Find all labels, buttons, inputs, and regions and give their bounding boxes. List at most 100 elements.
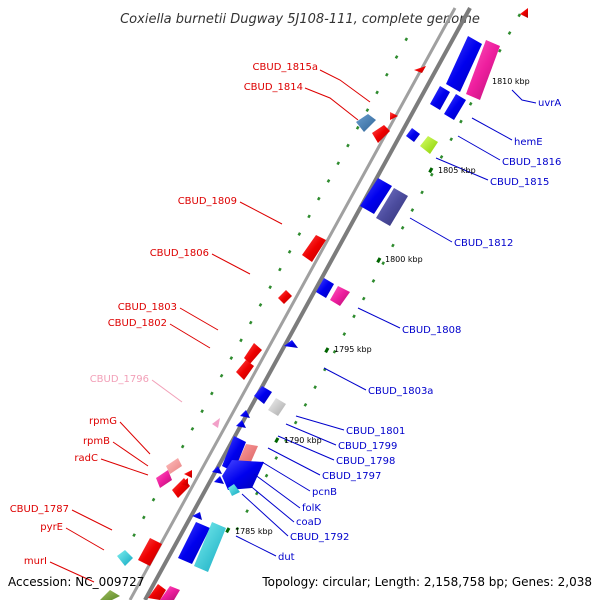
tick-dot	[229, 356, 234, 360]
gene-cbud-1798[interactable]	[240, 410, 250, 418]
gene-uvra-tip[interactable]	[520, 8, 528, 18]
gene-label[interactable]: CBUD_1815a	[253, 62, 318, 73]
gene-cbud-1802[interactable]	[236, 360, 254, 380]
gene-rad-tip-1[interactable]	[184, 470, 192, 478]
gene-label[interactable]: CBUD_1816	[502, 157, 561, 168]
tick-dot	[468, 101, 473, 106]
gene-label[interactable]: CBUD_1815	[490, 177, 549, 188]
gene-pyre[interactable]	[117, 550, 133, 566]
gene-label[interactable]: CBUD_1801	[346, 426, 405, 437]
gene-label[interactable]: coaD	[296, 517, 322, 528]
gene-pcnb[interactable]	[222, 436, 246, 472]
gene-label[interactable]: CBUD_1809	[178, 196, 237, 207]
tick-dot	[141, 515, 146, 520]
gene-label[interactable]: CBUD_1802	[108, 318, 167, 329]
tick-dot	[355, 125, 360, 130]
gene-cbud-1792-b[interactable]	[214, 476, 224, 484]
gene-cbud-1792[interactable]	[212, 466, 222, 474]
gene-rpmb[interactable]	[156, 470, 172, 488]
gene-cbud-1799[interactable]	[268, 398, 286, 416]
tick-dot	[375, 90, 379, 95]
gene-label[interactable]: uvrA	[538, 98, 561, 109]
tick-label: 1785 kbp	[235, 527, 273, 536]
gene-cbud-1803[interactable]	[244, 343, 262, 364]
gene-label[interactable]: CBUD_1792	[290, 532, 349, 543]
gene-hemE[interactable]	[430, 86, 450, 110]
gene-dut-2[interactable]	[194, 522, 226, 572]
gene-label[interactable]: CBUD_1803	[118, 302, 177, 313]
gene-label[interactable]: CBUD_1799	[338, 441, 397, 452]
gene-label[interactable]: CBUD_1806	[150, 248, 209, 259]
tick-dot	[342, 332, 347, 336]
gene-label[interactable]: CBUD_1787	[10, 504, 69, 515]
gene-dut-tip[interactable]	[192, 512, 202, 520]
gene-cbud-1801[interactable]	[254, 386, 272, 404]
left-labels: CBUD_1815a CBUD_1814 CBUD_1809 CBUD_1806…	[10, 62, 318, 567]
gene-label[interactable]: CBUD_1797	[322, 471, 381, 482]
gene-dut[interactable]	[178, 522, 210, 564]
gene-label[interactable]: folK	[302, 503, 321, 514]
gene-label[interactable]: rpmG	[89, 416, 117, 427]
tick-label: 1795 kbp	[334, 345, 372, 354]
tick-dot	[287, 249, 292, 254]
gene-cbud-1787[interactable]	[138, 538, 162, 566]
gene-label[interactable]: murI	[24, 556, 47, 567]
gene-cbud-1806[interactable]	[278, 290, 292, 304]
gene-cbud-1797[interactable]	[236, 420, 246, 428]
gene-muri[interactable]	[100, 590, 120, 600]
gene-uvra-2[interactable]	[466, 40, 500, 100]
tick-dot	[449, 137, 454, 142]
gene-cbud-1814b[interactable]	[372, 125, 390, 143]
tick-dot	[394, 55, 399, 59]
gene-cbud-1815a[interactable]	[414, 66, 426, 73]
tick-dot	[303, 402, 308, 407]
gene-muri-b[interactable]	[148, 584, 166, 600]
gene-label[interactable]: CBUD_1803a	[368, 386, 433, 397]
gene-label[interactable]: rpmB	[83, 436, 110, 447]
gene-rpmg[interactable]	[166, 458, 182, 474]
gene-label[interactable]: pcnB	[312, 487, 337, 498]
gene-label[interactable]: CBUD_1796	[90, 374, 149, 385]
gene-coad-tip[interactable]	[228, 484, 240, 496]
tick-dot	[410, 208, 415, 213]
gene-label[interactable]: hemE	[514, 137, 543, 148]
gene-coad[interactable]	[222, 460, 264, 490]
major-tick	[225, 527, 231, 534]
gene-cbud-1803a[interactable]	[284, 340, 298, 348]
gene-folk[interactable]	[238, 444, 258, 464]
gene-label[interactable]: CBUD_1814	[244, 82, 303, 93]
gene-hemE-2[interactable]	[444, 94, 466, 120]
gene-cbud-1816[interactable]	[406, 128, 420, 142]
tick-dot	[346, 143, 350, 148]
right-labels: uvrA hemE CBUD_1816 CBUD_1815 CBUD_1812 …	[278, 98, 561, 563]
tick-dot	[258, 303, 263, 307]
gene-label[interactable]: CBUD_1808	[402, 325, 461, 336]
gene-cbud-1814[interactable]	[356, 114, 376, 132]
tick-dot	[498, 48, 502, 53]
major-tick	[324, 347, 330, 354]
gene-cbud-1812-2[interactable]	[376, 188, 408, 226]
gene-bottom-pink[interactable]	[160, 586, 180, 600]
gene-cbud-1808[interactable]	[316, 278, 334, 298]
gene-label[interactable]: radC	[74, 453, 98, 464]
tick-dot	[429, 172, 434, 177]
gene-label[interactable]: CBUD_1812	[454, 238, 513, 249]
gene-label[interactable]: pyrE	[40, 522, 63, 533]
tick-dot	[278, 267, 282, 272]
gene-cbud-1796[interactable]	[212, 418, 220, 428]
gene-cbud-1808-2[interactable]	[330, 286, 350, 306]
gene-rad-tip-2[interactable]	[180, 478, 188, 486]
gene-cbud-1814-small[interactable]	[390, 112, 398, 120]
gene-cbud-1812[interactable]	[360, 178, 392, 214]
gene-label[interactable]: dut	[278, 552, 295, 563]
tick-dot	[297, 232, 302, 237]
tick-dot	[239, 338, 243, 343]
tick-dot	[293, 420, 298, 425]
gene-label[interactable]: CBUD_1798	[336, 456, 395, 467]
gene-cbud-1809[interactable]	[302, 235, 326, 262]
gene-uvra[interactable]	[446, 36, 482, 92]
tick-dot	[404, 37, 409, 42]
gene-cbud-1815[interactable]	[420, 136, 438, 154]
tick-dot	[132, 533, 136, 538]
